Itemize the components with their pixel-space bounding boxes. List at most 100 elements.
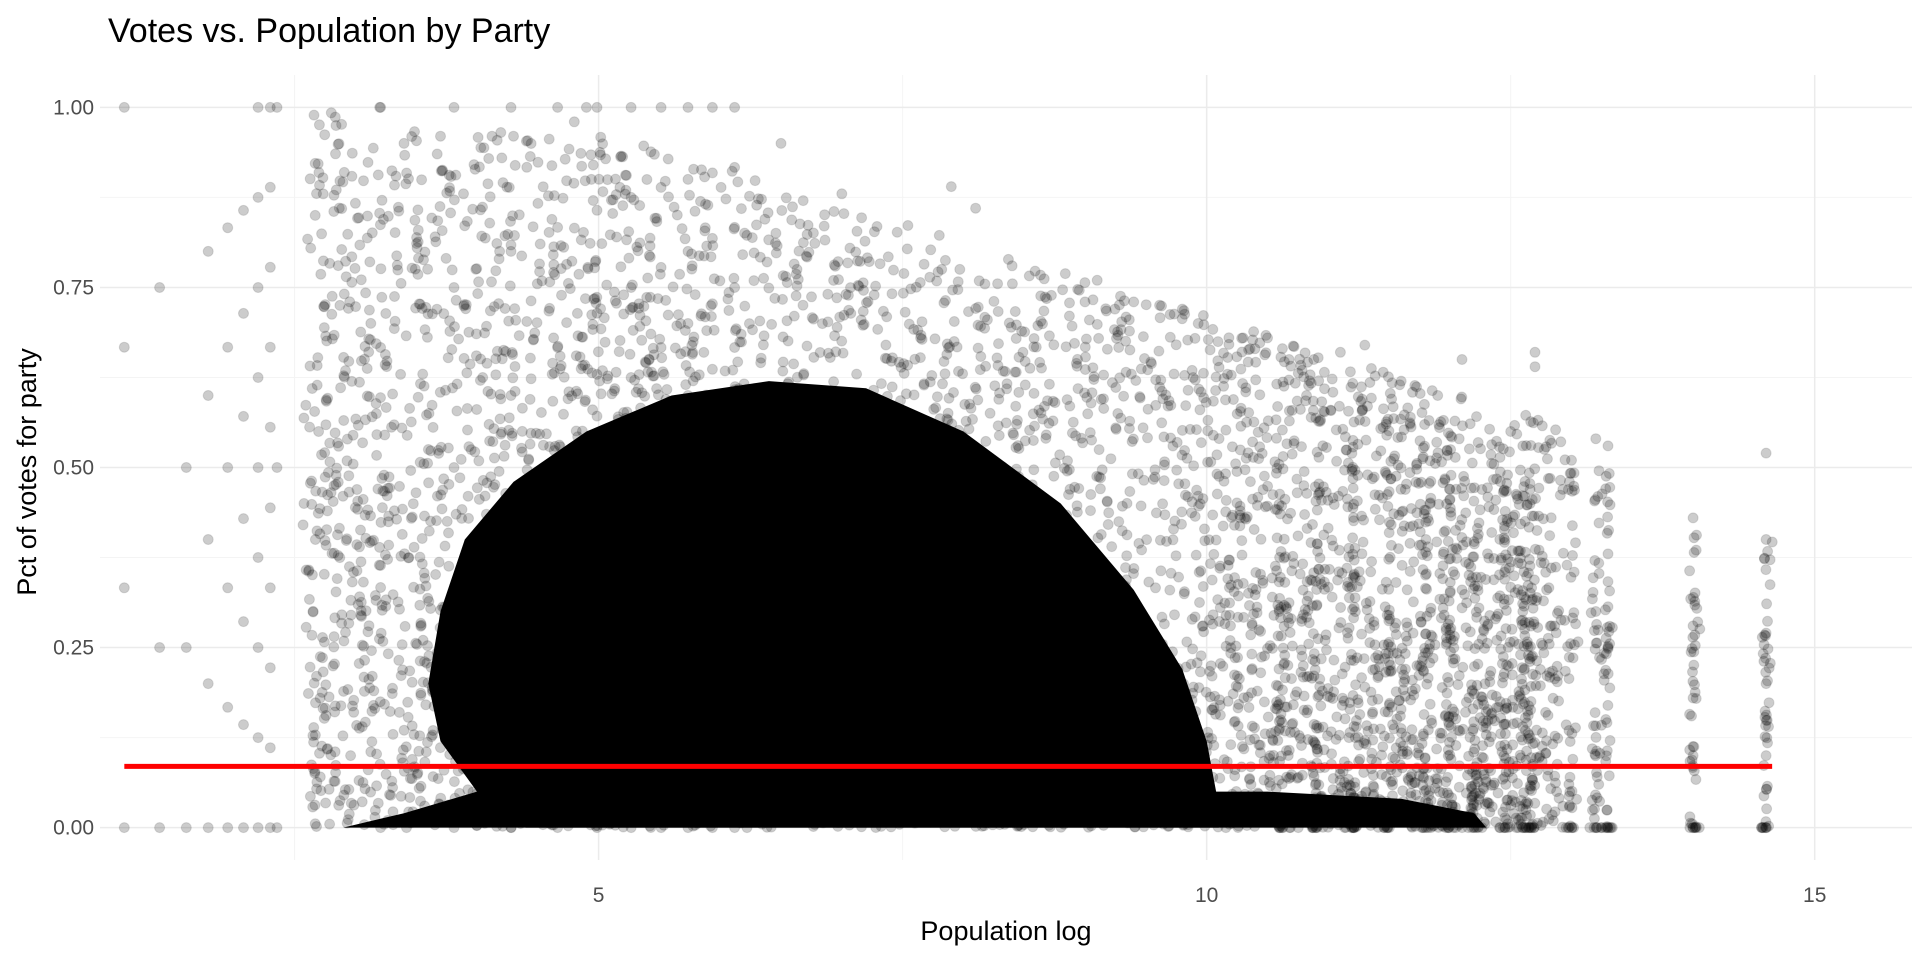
data-point (1076, 684, 1088, 696)
data-point (590, 254, 602, 266)
data-point (1127, 433, 1139, 445)
data-point (759, 536, 771, 548)
data-point (983, 661, 995, 672)
data-point (631, 241, 643, 253)
data-point (1082, 771, 1094, 782)
data-point (786, 420, 797, 432)
data-point (1118, 632, 1130, 644)
data-point (1114, 735, 1126, 747)
data-point (801, 340, 813, 352)
data-point (602, 703, 614, 715)
data-point (1138, 474, 1150, 486)
data-point (1158, 618, 1170, 630)
data-point (487, 637, 499, 649)
data-point (1234, 500, 1246, 512)
data-point (331, 573, 343, 585)
data-point (309, 729, 321, 741)
data-point (853, 703, 865, 715)
data-point (733, 421, 744, 433)
data-point (641, 291, 653, 303)
data-point (1202, 414, 1214, 426)
data-point (758, 807, 770, 819)
data-point (994, 819, 1006, 831)
data-point (1424, 698, 1436, 710)
data-point (1271, 504, 1283, 516)
data-point (1214, 800, 1226, 812)
data-point (961, 525, 973, 537)
data-point (1401, 584, 1413, 596)
data-point (1121, 529, 1133, 541)
data-point (882, 675, 894, 687)
data-point (843, 486, 855, 497)
data-point (714, 391, 725, 403)
data-point (1543, 582, 1555, 594)
data-point (1259, 728, 1271, 740)
data-point (1006, 278, 1018, 290)
data-point (853, 555, 865, 567)
data-point (1040, 643, 1052, 655)
data-point (380, 768, 392, 780)
data-point (531, 651, 543, 663)
data-point (516, 644, 528, 656)
data-point (1407, 627, 1419, 639)
data-point (1189, 718, 1201, 730)
data-point (1120, 580, 1132, 592)
data-point (623, 252, 635, 264)
data-point (651, 445, 663, 457)
data-point (1423, 515, 1435, 527)
data-point (778, 703, 790, 715)
data-point (973, 539, 985, 551)
data-point (953, 675, 965, 687)
data-point (523, 593, 535, 605)
data-point (1436, 682, 1448, 693)
data-point (507, 532, 519, 544)
data-point (965, 485, 977, 496)
data-point (399, 620, 411, 632)
data-point (362, 156, 374, 168)
data-point (1223, 338, 1235, 350)
data-point (1074, 540, 1086, 552)
data-point (1019, 356, 1031, 367)
data-point (601, 373, 613, 385)
data-point (488, 602, 500, 613)
data-point (667, 614, 679, 626)
data-point (482, 178, 494, 190)
data-point (644, 232, 656, 244)
data-point (345, 594, 357, 606)
data-point (313, 167, 325, 178)
data-point (1146, 814, 1157, 826)
data-point (829, 330, 841, 342)
data-point (599, 645, 611, 656)
data-point (579, 293, 591, 305)
data-point (974, 364, 986, 376)
data-point (1057, 284, 1069, 296)
data-point (304, 421, 316, 433)
data-point (426, 212, 438, 224)
data-point (817, 496, 829, 508)
data-point (1529, 737, 1541, 749)
data-point (422, 640, 433, 652)
data-point (1165, 432, 1177, 444)
data-point (1440, 525, 1452, 537)
data-point (376, 194, 388, 206)
data-point (859, 235, 871, 247)
data-point (614, 510, 626, 522)
data-point (1453, 433, 1465, 445)
data-point (1406, 778, 1418, 790)
dense-low-band (343, 791, 1487, 828)
data-point (1033, 512, 1045, 524)
data-point (625, 691, 637, 703)
data-point (534, 428, 546, 440)
data-point (1012, 671, 1024, 683)
data-point (546, 819, 558, 831)
data-point (1137, 331, 1149, 343)
data-point (699, 225, 711, 237)
data-point (641, 445, 652, 457)
data-point (1040, 429, 1052, 441)
data-point (675, 348, 687, 360)
data-point (579, 744, 591, 756)
data-point (387, 728, 399, 740)
data-point (671, 320, 683, 332)
data-point (371, 449, 383, 461)
data-point (889, 706, 900, 718)
